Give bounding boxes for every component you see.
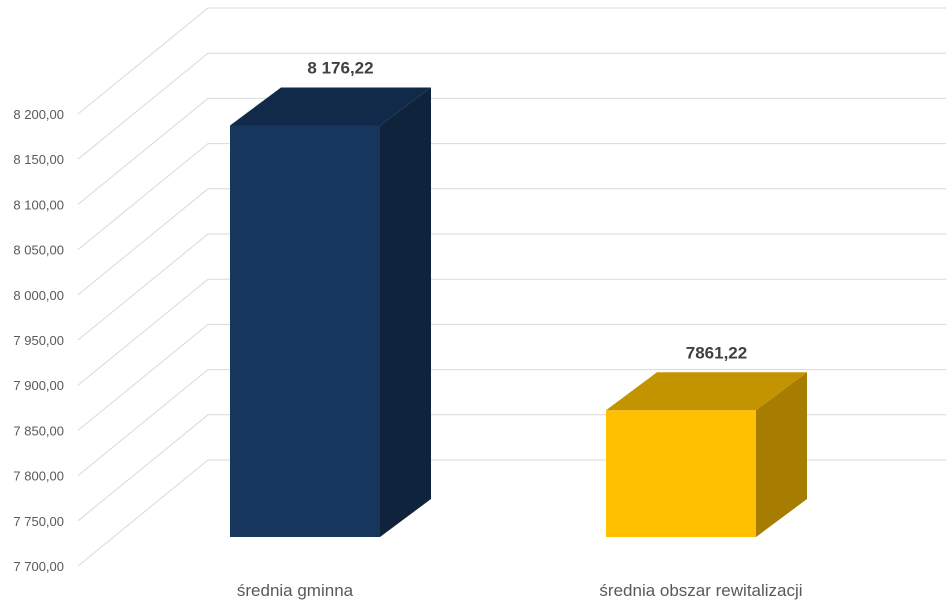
- y-tick-label: 7 700,00: [13, 559, 64, 574]
- bar: [606, 372, 807, 537]
- category-label: średnia gminna: [237, 581, 354, 600]
- y-tick-label: 8 150,00: [13, 152, 64, 167]
- y-tick-label: 8 000,00: [13, 288, 64, 303]
- gridline: [77, 459, 946, 567]
- y-tick-label: 7 900,00: [13, 378, 64, 393]
- bar-side-face: [380, 87, 431, 537]
- bar-front-face: [230, 125, 380, 537]
- data-label: 8 176,22: [307, 58, 373, 77]
- gridline: [77, 369, 946, 476]
- bar: [230, 87, 431, 537]
- gridline: [77, 188, 946, 296]
- gridline: [77, 278, 946, 386]
- y-tick-label: 7 850,00: [13, 423, 64, 438]
- bar-side-face: [756, 372, 807, 537]
- gridline: [77, 233, 946, 341]
- gridline: [77, 323, 946, 431]
- gridline: [77, 97, 946, 205]
- y-axis-ticks: 7 700,00 7 750,00 7 800,00 7 850,00 7 900,00…: [13, 107, 64, 574]
- y-tick-label: 7 800,00: [13, 469, 64, 484]
- y-tick-label: 7 950,00: [13, 333, 64, 348]
- y-tick-label: 8 200,00: [13, 107, 64, 122]
- bar-front-face: [606, 410, 756, 537]
- gridline: [77, 143, 946, 250]
- gridline: [77, 414, 946, 522]
- category-label: średnia obszar rewitalizacji: [599, 581, 802, 600]
- y-tick-label: 7 750,00: [13, 514, 64, 529]
- y-tick-label: 8 100,00: [13, 197, 64, 212]
- gridline: [77, 52, 946, 160]
- y-tick-label: 8 050,00: [13, 243, 64, 258]
- gridline: [77, 7, 946, 115]
- bar-top-face: [230, 87, 431, 126]
- gridlines: [77, 7, 946, 567]
- labels: 8 176,22 średnia gminna 7861,22 średnia obs…: [237, 58, 803, 600]
- bar-top-face: [606, 372, 807, 411]
- data-label: 7861,22: [686, 343, 747, 362]
- bars: [230, 87, 807, 537]
